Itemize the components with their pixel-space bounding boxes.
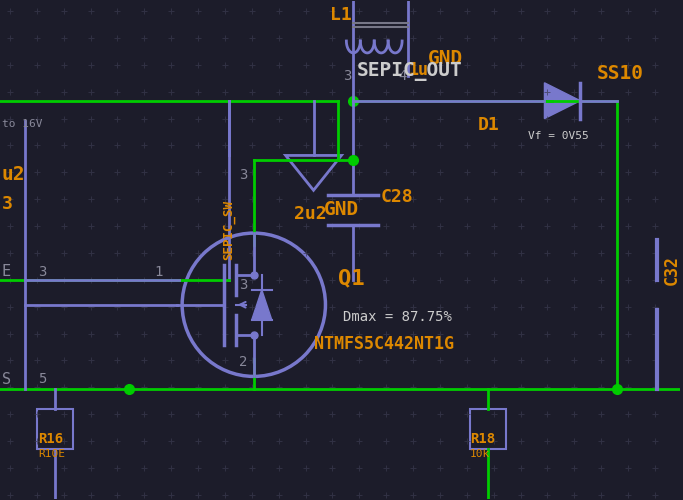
Text: R18: R18	[470, 432, 495, 446]
Text: R16: R16	[38, 432, 63, 446]
Bar	[470, 409, 505, 449]
Text: SS10: SS10	[597, 64, 644, 83]
Text: E: E	[2, 264, 11, 280]
Text: 3: 3	[344, 69, 352, 83]
Text: C28: C28	[380, 188, 413, 206]
Polygon shape	[252, 290, 272, 320]
Text: to 16V: to 16V	[2, 118, 42, 128]
Text: S: S	[2, 372, 11, 387]
Text: D1: D1	[477, 116, 499, 134]
Text: 2: 2	[239, 354, 247, 368]
Text: 4: 4	[398, 69, 406, 83]
Text: 3: 3	[239, 168, 247, 182]
Text: Q1: Q1	[338, 268, 365, 288]
Text: 3: 3	[239, 278, 247, 292]
Text: 5: 5	[38, 372, 46, 386]
Text: L1: L1	[331, 6, 352, 24]
Polygon shape	[544, 83, 581, 118]
Bar	[37, 409, 72, 449]
Text: 3: 3	[2, 196, 13, 214]
Text: 3: 3	[38, 265, 46, 279]
Text: 2u2: 2u2	[294, 205, 326, 223]
Text: GND: GND	[324, 200, 359, 219]
Text: R10E: R10E	[38, 449, 65, 459]
Text: GND: GND	[428, 49, 463, 68]
Text: 1u: 1u	[408, 61, 428, 79]
Text: SEPIC_OUT: SEPIC_OUT	[357, 62, 462, 81]
Text: NTMFS5C442NT1G: NTMFS5C442NT1G	[313, 334, 454, 352]
Text: Vf = 0V55: Vf = 0V55	[527, 130, 588, 140]
Text: Dmax = 87.75%: Dmax = 87.75%	[344, 310, 452, 324]
Text: C32: C32	[663, 255, 681, 285]
Text: u2: u2	[2, 166, 25, 184]
Text: SEPIC_SW: SEPIC_SW	[223, 200, 236, 260]
Text: 1: 1	[154, 265, 163, 279]
Text: 10k: 10k	[470, 449, 490, 459]
